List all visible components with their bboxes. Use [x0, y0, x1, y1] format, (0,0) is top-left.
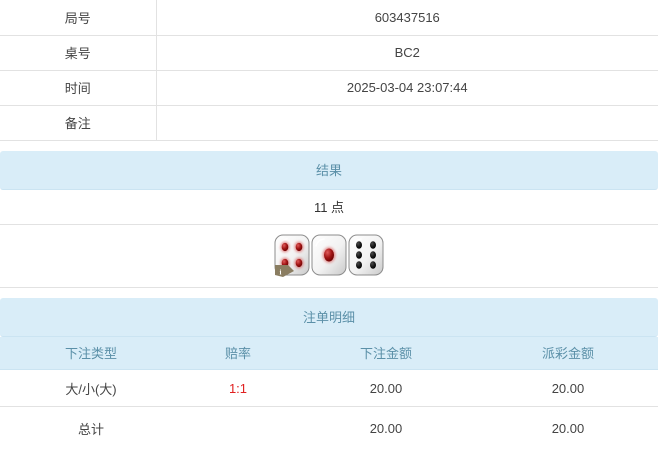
svg-text:i: i	[280, 268, 282, 276]
